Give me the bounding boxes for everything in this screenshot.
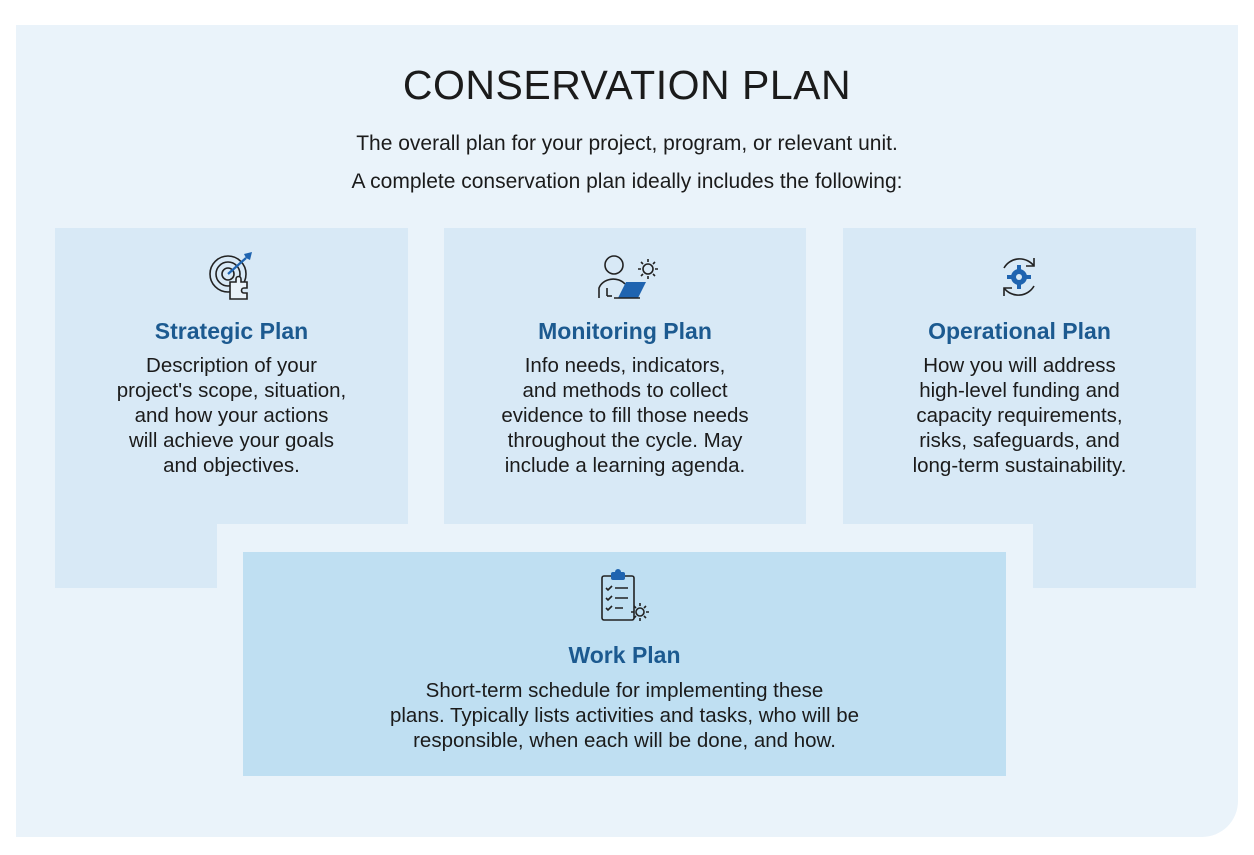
work-plan-description: Short-term schedule for implementing the…	[263, 678, 986, 753]
cycle-gear-icon	[1003, 258, 1035, 296]
target-puzzle-icon	[209, 252, 252, 300]
subtitle-line-1: The overall plan for your project, progr…	[356, 132, 898, 155]
monitoring-plan-card: Monitoring Plan Info needs, indicators, …	[444, 228, 806, 524]
strategic-plan-title: Strategic Plan	[154, 318, 309, 344]
text-line: risks, safeguards, and	[919, 429, 1120, 452]
text-line: include a learning agenda.	[504, 454, 746, 477]
text-line: throughout the cycle. May	[507, 429, 743, 452]
text-line: evidence to fill those needs	[501, 404, 749, 427]
operational-plan-description: How you will address high-level funding …	[863, 353, 1176, 478]
text-line: responsible, when each will be done, and…	[413, 729, 836, 752]
text-line: high-level funding and	[919, 379, 1120, 402]
strategic-plan-card: Strategic Plan Description of your proje…	[55, 228, 408, 588]
text-line: plans. Typically lists activities and ta…	[389, 704, 860, 727]
text-line: and objectives.	[163, 454, 300, 477]
text-line: Description of your	[146, 354, 317, 377]
work-plan-card: Work Plan Short-term schedule for implem…	[243, 552, 1006, 776]
text-line: Info needs, indicators,	[524, 354, 726, 377]
text-line: and methods to collect	[522, 379, 728, 402]
monitoring-plan-title: Monitoring Plan	[538, 318, 712, 344]
text-line: Short-term schedule for implementing the…	[425, 679, 824, 702]
subtitle-line-2: A complete conservation plan ideally inc…	[351, 170, 903, 193]
strategic-plan-description: Description of your project's scope, sit…	[75, 353, 388, 478]
monitoring-plan-description: Info needs, indicators, and methods to c…	[464, 353, 786, 478]
person-laptop-gear-icon	[598, 255, 658, 299]
text-line: long-term sustainability.	[912, 454, 1127, 477]
text-line: will achieve your goals	[128, 429, 335, 452]
text-line: How you will address	[923, 354, 1116, 377]
work-plan-title: Work Plan	[568, 642, 681, 668]
text-line: project's scope, situation,	[116, 379, 347, 402]
text-line: capacity requirements,	[916, 404, 1123, 427]
text-line: and how your actions	[134, 404, 329, 427]
page-title: CONSERVATION PLAN	[402, 62, 852, 108]
clipboard-checklist-gear-icon	[601, 569, 649, 621]
operational-plan-title: Operational Plan	[928, 318, 1111, 344]
